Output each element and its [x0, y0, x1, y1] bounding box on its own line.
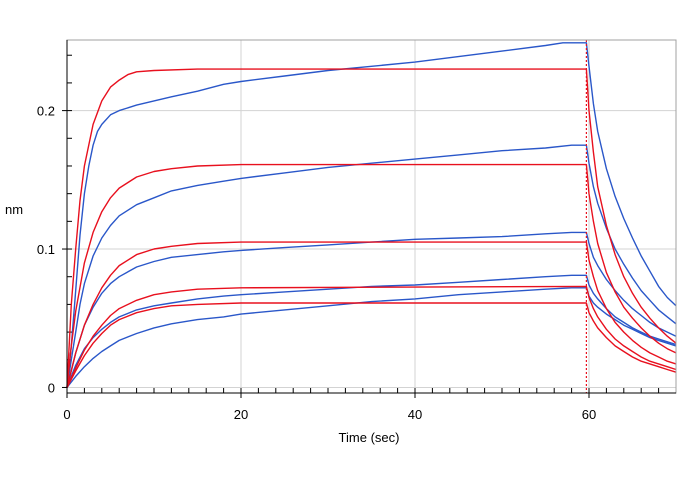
fit-curve — [66, 163, 677, 388]
series-lines — [66, 42, 677, 388]
x-tick-label: 40 — [408, 407, 422, 422]
x-tick-label: 20 — [234, 407, 248, 422]
minor-ticks — [67, 54, 660, 393]
fit-curve — [66, 241, 677, 388]
y-tick-label: 0.2 — [37, 104, 55, 119]
measured-curve — [66, 144, 677, 388]
plot-frame — [62, 39, 677, 398]
x-tick-label: 0 — [63, 407, 70, 422]
x-axis-label: Time (sec) — [339, 430, 400, 445]
measured-curve — [66, 287, 677, 388]
tick-labels: 0 20 40 60 0 0.1 0.2 — [37, 104, 596, 422]
x-tick-label: 60 — [582, 407, 596, 422]
grid-lines — [67, 40, 676, 393]
measured-curve — [66, 274, 677, 388]
measured-curve — [66, 231, 677, 388]
y-tick-label: 0.1 — [37, 242, 55, 257]
y-axis-label: nm — [5, 202, 23, 217]
fit-curve — [66, 302, 677, 388]
fit-curve — [66, 68, 677, 388]
y-tick-label: 0 — [48, 380, 55, 395]
fit-curve — [66, 285, 677, 388]
